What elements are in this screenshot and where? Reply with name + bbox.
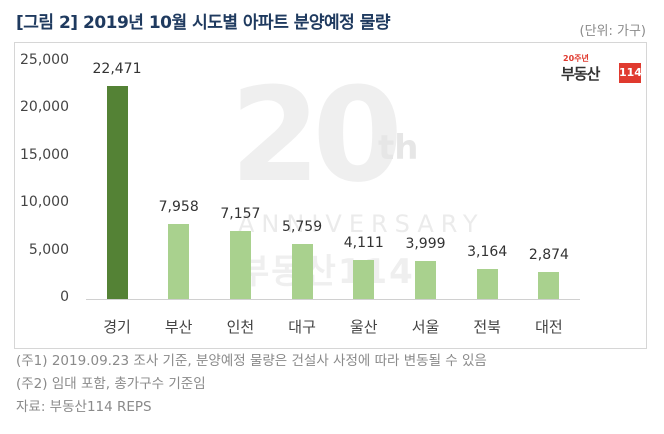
unit-label: (단위: 가구) (579, 24, 647, 39)
chart-title: [그림 2] 2019년 10월 시도별 아파트 분양예정 물량 (16, 13, 391, 33)
x-tick-label: 울산 (349, 318, 378, 336)
logo-anniversary: 20주년 (563, 54, 589, 63)
footnote-1: (주1) 2019.09.23 조사 기준, 분양예정 물량은 건설사 사정에 … (16, 353, 487, 369)
data-label: 2,874 (528, 246, 569, 263)
bar (415, 261, 436, 299)
bar (538, 271, 560, 299)
x-tick-label: 경기 (103, 318, 131, 336)
chart-frame (14, 42, 647, 349)
x-tick-label: 대구 (288, 318, 316, 336)
bar (229, 231, 251, 299)
data-label: 4,111 (343, 235, 384, 252)
y-tick: 20,000 (20, 99, 69, 115)
x-tick-label: 대전 (535, 318, 563, 336)
y-tick: 15,000 (20, 147, 69, 163)
x-tick-label: 인천 (226, 318, 255, 336)
bar (168, 223, 190, 299)
brand-logo: 20주년 부동산 114 (561, 53, 642, 85)
data-label: 3,999 (405, 236, 446, 253)
x-tick-label: 부산 (164, 318, 193, 336)
data-label: 5,759 (282, 219, 323, 236)
logo-badge: 114 (619, 63, 642, 83)
data-label: 3,164 (467, 244, 508, 260)
footnote-2: (주2) 임대 포함, 총가구수 기준임 (16, 376, 206, 392)
y-tick: 5,000 (28, 242, 69, 258)
data-label: 7,958 (158, 198, 199, 215)
logo-brand: 부동산 (561, 65, 600, 83)
data-label: 7,157 (220, 206, 261, 223)
y-tick: 0 (60, 289, 69, 305)
footnotes: (주1) 2019.09.23 조사 기준, 분양예정 물량은 건설사 사정에 … (16, 350, 487, 419)
bar (476, 269, 498, 299)
x-tick-label: 서울 (411, 318, 440, 336)
x-axis-line (86, 299, 580, 300)
bar (291, 244, 313, 299)
bar (353, 260, 375, 299)
y-tick: 10,000 (20, 194, 69, 210)
source-note: 자료: 부동산114 REPS (16, 399, 152, 415)
data-label: 22,471 (92, 60, 142, 77)
y-tick: 25,000 (20, 52, 69, 68)
x-tick-label: 전북 (473, 318, 501, 336)
bar (106, 85, 128, 299)
